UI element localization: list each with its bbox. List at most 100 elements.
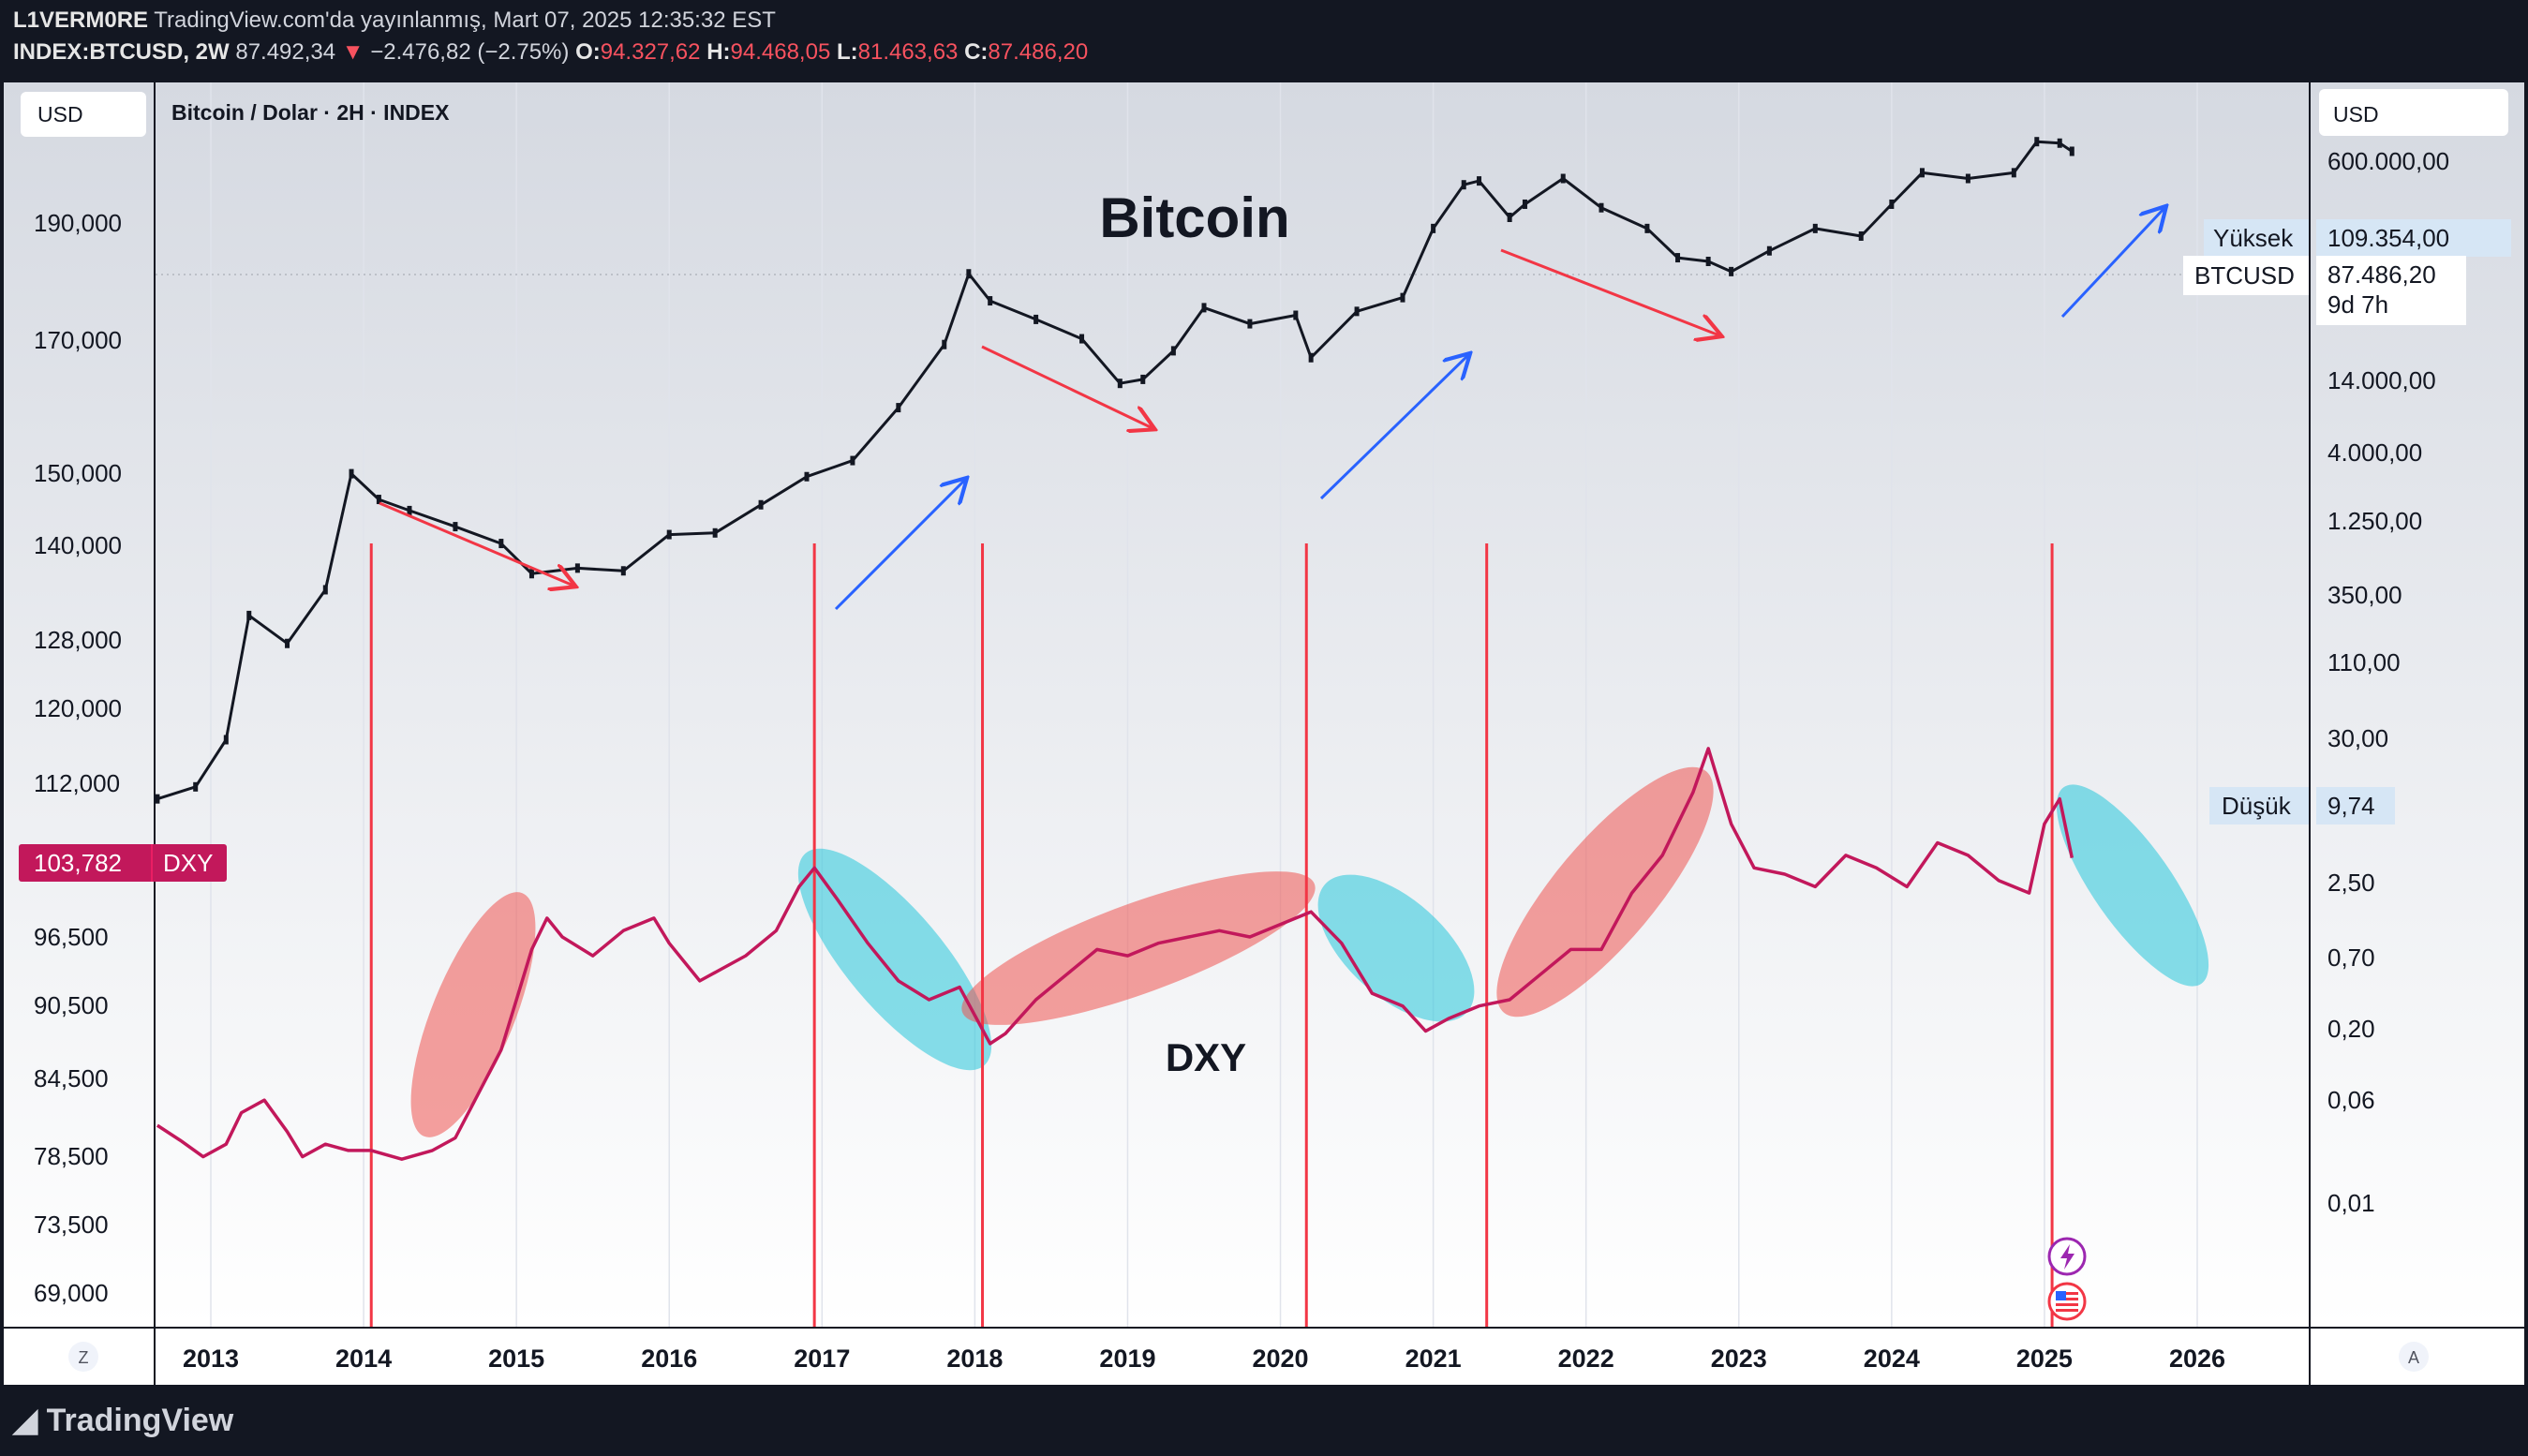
x-tick-2016: 2016 bbox=[641, 1345, 697, 1373]
btc-candle bbox=[1140, 374, 1146, 384]
left-tick-9: 84,500 bbox=[34, 1064, 109, 1092]
dxy-badge-label: DXY bbox=[163, 849, 213, 877]
highlight-ellipse-4 bbox=[1496, 766, 1714, 1018]
high-label-text: Yüksek bbox=[2213, 224, 2294, 252]
x-tick-2025: 2025 bbox=[2016, 1345, 2073, 1373]
btc-price-bg bbox=[2316, 256, 2466, 325]
right-tick-1: 14.000,00 bbox=[2327, 366, 2436, 394]
time-axis[interactable] bbox=[4, 1329, 2524, 1385]
red-arrow-1 bbox=[379, 501, 573, 586]
close-label: C: bbox=[964, 39, 989, 65]
btc-candle bbox=[942, 339, 947, 349]
left-tick-2: 150,000 bbox=[34, 459, 122, 487]
chart-svg[interactable]: Bitcoin DXY Bitcoin / Dolar · 2H · INDEX… bbox=[0, 0, 2528, 1387]
btc-candle bbox=[1560, 173, 1566, 184]
right-tick-5: 110,00 bbox=[2327, 648, 2401, 676]
right-tick-8: 0,70 bbox=[2327, 943, 2375, 972]
left-axis-panel[interactable] bbox=[4, 82, 154, 1327]
header-line-1: L1VERM0RE TradingView.com'da yayınlanmış… bbox=[13, 7, 776, 34]
btc-candle bbox=[1965, 173, 1970, 184]
btc-candle bbox=[1034, 314, 1039, 324]
btc-candle bbox=[155, 794, 160, 804]
high-value: 94.468,05 bbox=[730, 39, 831, 65]
left-tick-8: 90,500 bbox=[34, 991, 109, 1019]
btc-candle bbox=[453, 522, 458, 532]
dxy-badge-value: 103,782 bbox=[34, 849, 122, 877]
dxy-line bbox=[156, 747, 2074, 1161]
blue-arrow-2 bbox=[1319, 355, 1468, 500]
highlight-ellipse-0 bbox=[410, 892, 536, 1137]
btc-candle bbox=[666, 529, 672, 540]
right-tick-6: 30,00 bbox=[2327, 724, 2388, 752]
low-label-bg bbox=[2209, 787, 2309, 825]
auto-scale-left-button[interactable] bbox=[68, 1342, 98, 1372]
btc-candle bbox=[1247, 319, 1253, 329]
left-tick-1: 170,000 bbox=[34, 326, 122, 354]
plot-area[interactable] bbox=[156, 82, 2309, 1327]
right-currency-button[interactable] bbox=[2319, 89, 2508, 136]
header-line-2: INDEX:BTCUSD, 2W 87.492,34 ▼ −2.476,82 (… bbox=[13, 39, 1088, 66]
btc-candle bbox=[1919, 168, 1925, 178]
tradingview-logo[interactable]: ◢ TradingView bbox=[13, 1402, 233, 1439]
low-label-text: Düşük bbox=[2222, 792, 2292, 820]
x-tick-2020: 2020 bbox=[1252, 1345, 1308, 1373]
us-flag-glyph-icon bbox=[2056, 1291, 2078, 1312]
btc-candle bbox=[2034, 137, 2040, 147]
auto-scale-right-button[interactable] bbox=[2399, 1342, 2429, 1372]
right-tick-7: 2,50 bbox=[2327, 869, 2375, 897]
high-label: H: bbox=[706, 39, 731, 65]
left-currency-label: USD bbox=[37, 102, 83, 126]
x-tick-2023: 2023 bbox=[1711, 1345, 1767, 1373]
published-text: TradingView.com'da yayınlanmış, Mart 07,… bbox=[154, 7, 776, 33]
x-tick-2026: 2026 bbox=[2169, 1345, 2225, 1373]
btc-candle bbox=[1477, 176, 1482, 186]
right-tick-10: 0,06 bbox=[2327, 1086, 2375, 1114]
highlight-ellipse-3 bbox=[1317, 874, 1475, 1022]
high-value-bg bbox=[2316, 219, 2511, 257]
x-tick-2021: 2021 bbox=[1405, 1345, 1462, 1373]
us-flag-event-icon[interactable] bbox=[2047, 1282, 2087, 1321]
left-currency-button[interactable] bbox=[21, 92, 146, 137]
dxy-badge-bg bbox=[19, 844, 227, 882]
btc-candle bbox=[193, 781, 199, 792]
right-tick-4: 350,00 bbox=[2327, 581, 2402, 609]
x-tick-2019: 2019 bbox=[1099, 1345, 1155, 1373]
red-arrow-2 bbox=[981, 345, 1152, 428]
low-label-value: 9,74 bbox=[2327, 792, 2375, 820]
x-tick-2013: 2013 bbox=[183, 1345, 239, 1373]
btc-candle bbox=[988, 296, 993, 306]
high-label-bg bbox=[2204, 219, 2309, 257]
btc-candle bbox=[1705, 257, 1711, 267]
btc-candle bbox=[804, 471, 810, 482]
left-tick-11: 73,500 bbox=[34, 1211, 109, 1239]
btc-candle bbox=[620, 566, 626, 576]
btc-candle bbox=[574, 563, 580, 573]
change-arrow-icon: ▼ bbox=[341, 39, 364, 65]
left-tick-4: 128,000 bbox=[34, 626, 122, 654]
btc-candle bbox=[1079, 334, 1085, 344]
btc-candle bbox=[1400, 292, 1405, 303]
low-value: 81.463,63 bbox=[857, 39, 959, 65]
high-label-value: 109.354,00 bbox=[2327, 224, 2449, 252]
btc-candle bbox=[528, 569, 534, 579]
btc-candle bbox=[2069, 146, 2074, 156]
vertical-grid bbox=[210, 82, 2198, 1327]
btc-candle bbox=[1170, 346, 1176, 356]
btc-candle bbox=[1461, 180, 1466, 190]
btc-candle bbox=[1812, 223, 1818, 233]
flash-glyph-icon bbox=[2060, 1244, 2074, 1270]
btc-candle bbox=[223, 735, 229, 745]
btc-candle bbox=[1766, 245, 1772, 256]
tradingview-mark-icon: ◢ bbox=[13, 1403, 47, 1438]
btc-candle bbox=[1729, 266, 1734, 276]
btc-countdown-label: 9d 7h bbox=[2327, 290, 2388, 319]
blue-arrow-3 bbox=[2060, 208, 2164, 319]
left-tick-3: 140,000 bbox=[34, 531, 122, 559]
left-tick-12: 69,000 bbox=[34, 1279, 109, 1307]
last-price: 87.492,34 bbox=[235, 39, 336, 65]
time-axis-ticks: 2013 2014 2015 2016 2017 2018 2019 2020 2021 2022… bbox=[183, 1345, 2225, 1373]
low-label: L: bbox=[836, 39, 858, 65]
btc-series bbox=[155, 137, 2074, 804]
right-axis-ticks: 600.000,00 14.000,00 4.000,00 1.250,00 350,0… bbox=[2327, 147, 2449, 1217]
left-axis-ticks: 190,000 170,000 150,000 140,000 128,000 120,0… bbox=[34, 209, 122, 1307]
